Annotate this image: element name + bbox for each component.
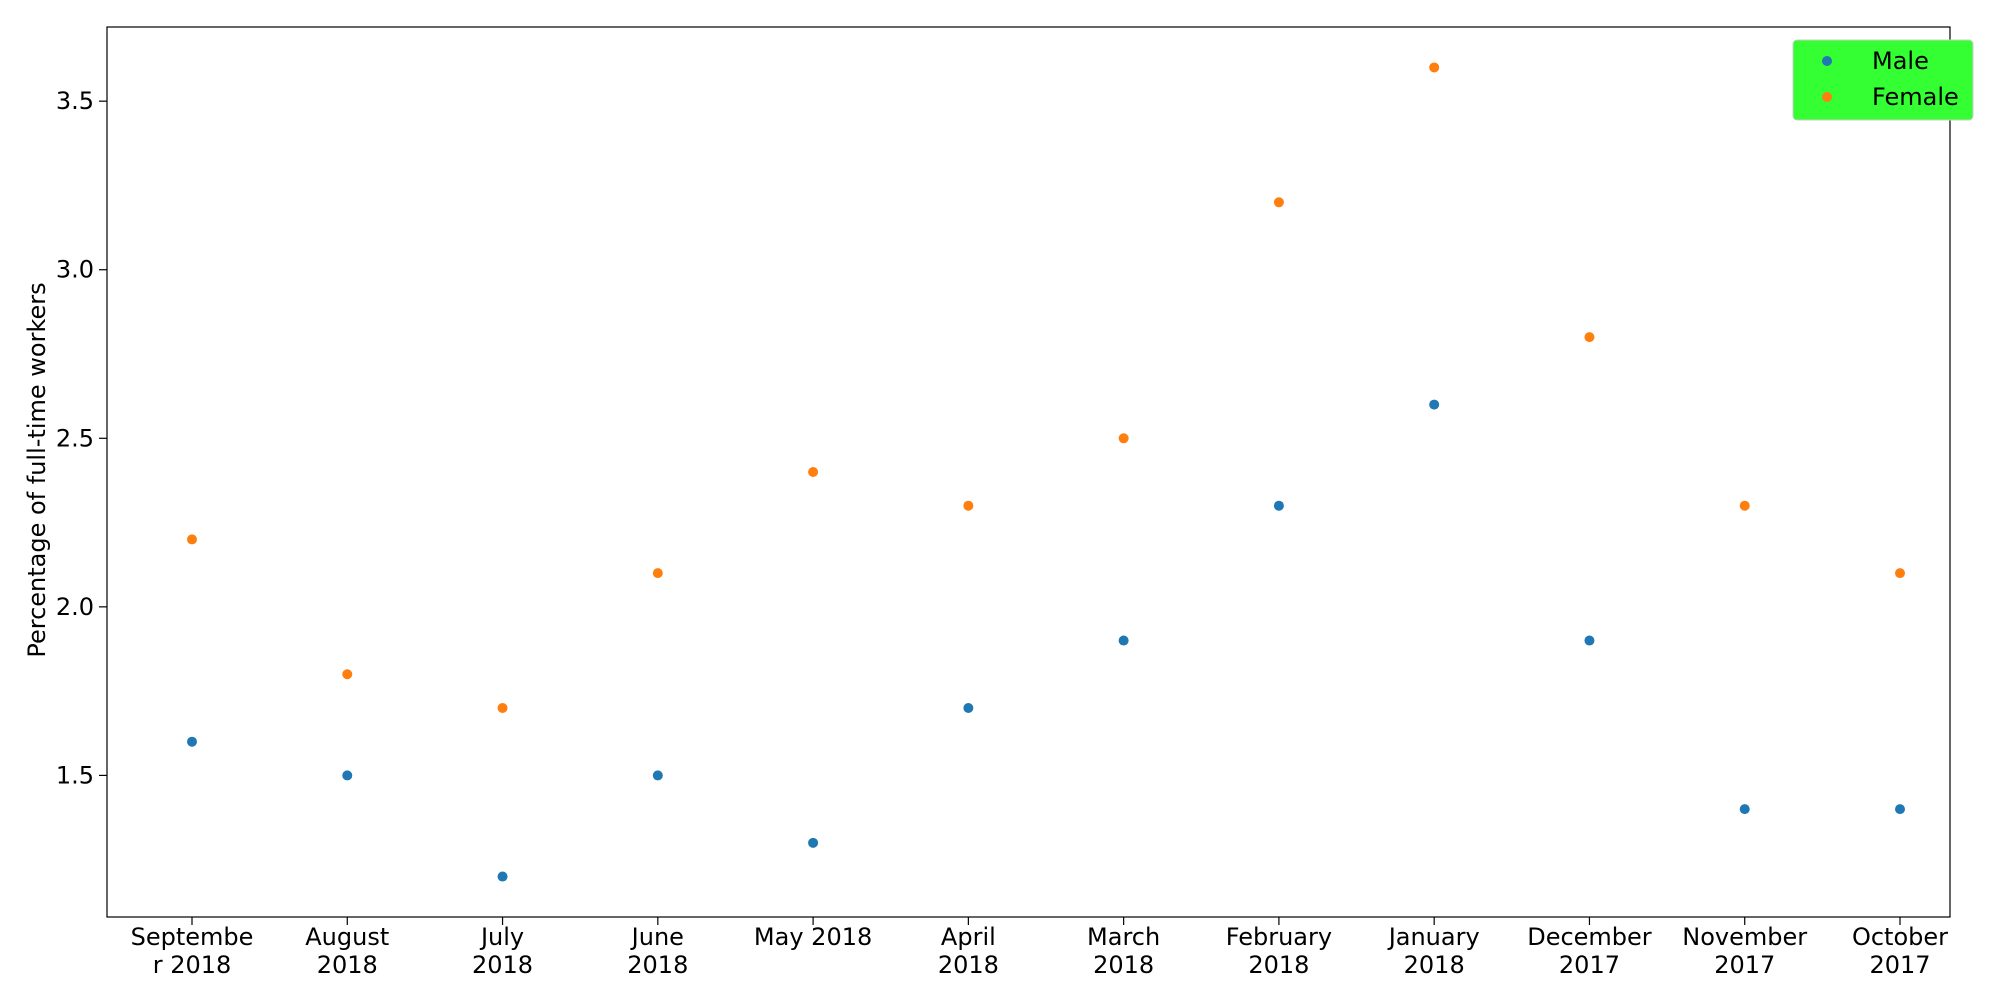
x-tick-label-line: April [941, 923, 996, 951]
male-data-point [963, 702, 974, 713]
male-data-point [1895, 804, 1905, 815]
x-tick-label-line: August [305, 923, 389, 951]
female-data-point [342, 669, 353, 680]
female-data-point [1273, 197, 1284, 208]
male-data-point [1584, 635, 1595, 646]
male-data-point [1118, 635, 1129, 646]
y-axis-label-group: Percentage of full-time workers [23, 282, 51, 657]
legend-label: Female [1872, 83, 1959, 111]
female-data-point [652, 568, 663, 579]
male-data-point [808, 837, 819, 848]
female-data-point [1584, 332, 1595, 343]
x-tick-label-line: 2017 [1559, 951, 1620, 979]
y-tick-label: 2.0 [56, 593, 94, 621]
x-tick-label-line: December [1527, 923, 1652, 951]
x-tick-label-line: June [630, 923, 684, 951]
legend-marker [1822, 92, 1832, 102]
plot-frame [106, 26, 1951, 918]
y-tick-label: 2.5 [56, 424, 94, 452]
female-data-point [1429, 62, 1440, 73]
y-tick-label: 3.5 [56, 87, 94, 115]
x-tick-label-line: March [1087, 923, 1160, 951]
female-data-point [497, 702, 508, 713]
x-tick-label: January 2018 [1387, 923, 1480, 979]
x-tick-label-line: 2018 [317, 951, 378, 979]
x-tick-label: April 2018 [938, 923, 999, 979]
x-tick-label-line: July [479, 923, 524, 951]
x-tick-label-line: 2017 [1714, 951, 1775, 979]
male-data-point [497, 871, 508, 882]
x-tick-label: October 2017 [1852, 923, 1948, 979]
x-tick-label-line: r 2018 [153, 951, 232, 979]
x-tick-label-line: Septembe [131, 923, 254, 951]
male-data-point [652, 770, 663, 781]
y-tick-label: 1.5 [56, 761, 94, 789]
legend-label: Male [1872, 47, 1929, 75]
x-tick-label: February 2018 [1226, 923, 1332, 979]
x-tick-label: March 2018 [1087, 923, 1160, 979]
x-tick-label-line: 2017 [1869, 951, 1930, 979]
x-tick-label: December 2017 [1527, 923, 1652, 979]
x-tick-label: June 2018 [627, 923, 688, 979]
female-data-point [1739, 500, 1750, 511]
x-tick-label-line: May 2018 [754, 923, 872, 951]
x-tick-label: May 2018 [754, 923, 872, 951]
male-data-point [187, 736, 197, 747]
x-tick-label-line: February [1226, 923, 1332, 951]
male-data-point [1429, 399, 1440, 410]
x-tick-label-line: October [1852, 923, 1948, 951]
x-tick-label: Septembe r 2018 [131, 923, 254, 979]
x-tick-label-line: November [1682, 923, 1807, 951]
female-data-point [1895, 568, 1905, 579]
x-tick-label-line: 2018 [1093, 951, 1154, 979]
legend-marker [1822, 56, 1832, 66]
female-data-point [808, 467, 819, 477]
x-tick-label: August 2018 [305, 923, 389, 979]
x-tick-label-line: 2018 [1404, 951, 1465, 979]
legend: Male Female [1792, 39, 1974, 121]
x-tick-label-line: 2018 [627, 951, 688, 979]
x-tick-label-line: 2018 [938, 951, 999, 979]
legend-background [1792, 39, 1974, 121]
male-data-point [342, 770, 353, 781]
female-data-point [963, 500, 974, 511]
x-tick-label: July 2018 [472, 923, 533, 979]
male-data-point [1273, 500, 1284, 511]
y-tick-label: 3.0 [56, 256, 94, 284]
female-data-point [1118, 433, 1129, 444]
y-axis-label: Percentage of full-time workers [23, 282, 51, 657]
data-points [187, 62, 1905, 882]
y-axis-ticks: 1.5 2.0 2.5 3.0 3.5 [56, 87, 107, 789]
x-tick-label-line: 2018 [472, 951, 533, 979]
male-data-point [1739, 804, 1750, 815]
x-tick-label: November 2017 [1682, 923, 1807, 979]
female-data-point [187, 534, 197, 545]
x-tick-label-line: 2018 [1248, 951, 1309, 979]
x-tick-label-line: January [1387, 923, 1480, 951]
